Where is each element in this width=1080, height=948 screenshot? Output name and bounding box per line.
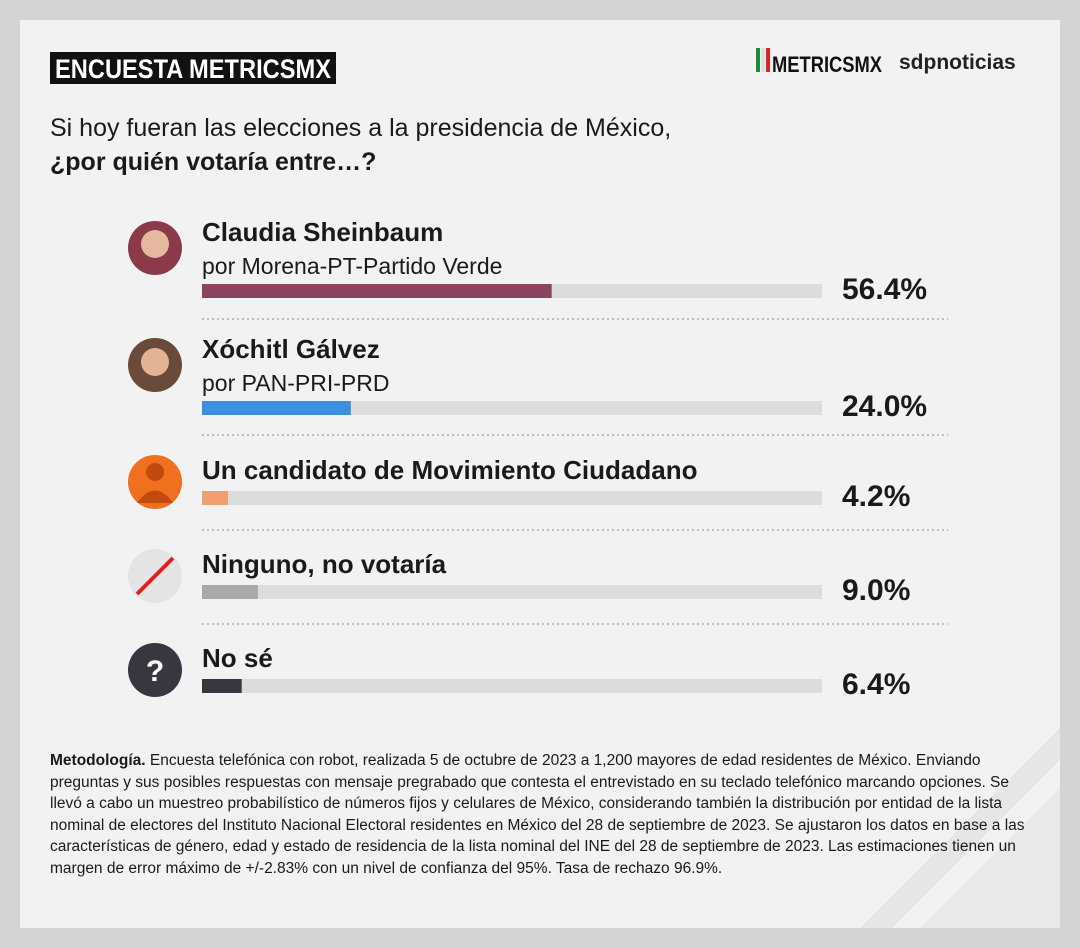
bar-track <box>202 491 822 505</box>
category-label: Un candidato de Movimiento Ciudadano <box>202 455 697 485</box>
avatar: ? <box>146 655 164 688</box>
badge-bg <box>50 52 336 84</box>
bar <box>202 401 351 415</box>
avatar <box>141 230 169 258</box>
card <box>20 20 1060 928</box>
bar <box>202 679 242 693</box>
category-label: No sé <box>202 643 273 673</box>
logo-flag <box>756 48 760 72</box>
value-label: 6.4% <box>842 668 910 701</box>
value-label: 24.0% <box>842 390 927 423</box>
methodology-title: Metodología. <box>50 752 146 769</box>
avatar <box>137 490 173 503</box>
category-label: Claudia Sheinbaum <box>202 217 443 247</box>
bar-track <box>202 401 822 415</box>
avatar <box>128 455 182 509</box>
category-sublabel: por PAN-PRI-PRD <box>202 370 389 396</box>
methodology-text: Encuesta telefónica con robot, realizada… <box>50 752 1025 877</box>
title: Si hoy fueran las elecciones a la presid… <box>50 114 671 142</box>
logo-right: sdpnoticias <box>899 51 1016 74</box>
value-label: 4.2% <box>842 480 910 513</box>
logo-flag <box>761 48 765 72</box>
bar-track <box>202 585 822 599</box>
avatar <box>146 463 164 481</box>
category-label: Xóchitl Gálvez <box>202 334 380 364</box>
bar-track <box>202 679 822 693</box>
methodology: Metodología. Encuesta telefónica con rob… <box>50 750 1025 880</box>
decoration <box>860 728 1060 928</box>
avatar <box>141 348 169 376</box>
subtitle: ¿por quién votaría entre…? <box>50 148 376 176</box>
bar <box>202 284 552 298</box>
bar <box>202 491 229 505</box>
bar <box>202 585 258 599</box>
avatar <box>135 556 175 596</box>
avatar <box>128 643 182 697</box>
logo-flag <box>766 48 770 72</box>
badge: ENCUESTA METRICSMX <box>55 54 331 84</box>
value-label: 56.4% <box>842 273 927 306</box>
category-sublabel: por Morena-PT-Partido Verde <box>202 253 502 279</box>
category-label: Ninguno, no votaría <box>202 549 447 579</box>
decoration <box>920 788 1060 928</box>
logo-left: METRICSMX <box>772 52 882 77</box>
value-label: 9.0% <box>842 574 910 607</box>
